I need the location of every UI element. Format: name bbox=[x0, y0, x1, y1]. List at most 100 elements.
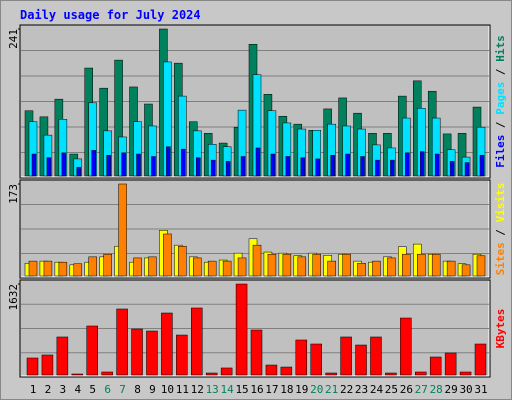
bar bbox=[133, 257, 142, 277]
bar bbox=[41, 354, 54, 376]
x-tick-label: 6 bbox=[104, 383, 111, 396]
x-tick-label: 10 bbox=[161, 383, 174, 396]
x-tick-label: 26 bbox=[400, 383, 413, 396]
bar bbox=[250, 329, 263, 376]
bar bbox=[327, 260, 336, 277]
bar bbox=[315, 158, 320, 177]
x-tick-label: 29 bbox=[445, 383, 458, 396]
bar bbox=[181, 148, 186, 177]
legend-entry: Pages bbox=[494, 82, 507, 115]
bar bbox=[446, 260, 456, 277]
x-tick-label: 17 bbox=[265, 383, 278, 396]
bar bbox=[459, 371, 472, 376]
bar bbox=[474, 343, 487, 376]
bar bbox=[131, 328, 143, 376]
bar bbox=[385, 372, 397, 376]
bar bbox=[178, 245, 187, 277]
x-tick-label: 5 bbox=[89, 383, 96, 396]
bar bbox=[220, 367, 233, 376]
x-tick-label: 13 bbox=[206, 383, 219, 396]
bar bbox=[417, 253, 426, 277]
bar bbox=[285, 156, 291, 177]
bar bbox=[71, 373, 84, 376]
x-tick-label: 4 bbox=[74, 383, 81, 396]
bar bbox=[118, 183, 127, 277]
x-tick-label: 23 bbox=[355, 383, 368, 396]
bar bbox=[415, 371, 427, 376]
bar bbox=[136, 153, 141, 177]
bar bbox=[151, 156, 156, 177]
x-tick-label: 25 bbox=[385, 383, 398, 396]
bar bbox=[73, 263, 83, 277]
bar bbox=[280, 366, 293, 376]
x-tick-label: 15 bbox=[235, 383, 248, 396]
bar bbox=[166, 146, 171, 177]
bar bbox=[237, 257, 247, 277]
bar bbox=[161, 312, 173, 376]
x-tick-label: 3 bbox=[60, 383, 67, 396]
x-tick-label: 21 bbox=[325, 383, 338, 396]
y-tick-label: 1632 bbox=[7, 284, 20, 311]
bar bbox=[61, 152, 67, 177]
x-tick-label: 14 bbox=[221, 383, 235, 396]
chart-title: Daily usage for July 2024 bbox=[20, 8, 201, 22]
legend: Files / Pages / Hits bbox=[494, 35, 507, 168]
x-tick-label: 18 bbox=[280, 383, 293, 396]
bar bbox=[225, 161, 231, 177]
panel-bevel bbox=[21, 281, 490, 377]
bar bbox=[101, 371, 113, 376]
legend: KBytes bbox=[494, 309, 507, 349]
x-tick-label: 1 bbox=[30, 383, 37, 396]
bar bbox=[429, 356, 442, 376]
bar bbox=[235, 283, 248, 376]
panel-bevel bbox=[21, 181, 490, 278]
x-tick-label: 2 bbox=[45, 383, 52, 396]
bar bbox=[342, 253, 351, 277]
bar bbox=[312, 253, 321, 277]
bar bbox=[28, 260, 38, 277]
bar bbox=[191, 307, 203, 376]
bar bbox=[267, 253, 277, 277]
legend-entry: KBytes bbox=[494, 309, 507, 349]
x-tick-label: 9 bbox=[149, 383, 156, 396]
bar bbox=[282, 253, 292, 277]
bar bbox=[163, 233, 172, 277]
bar bbox=[193, 257, 202, 277]
bar bbox=[205, 372, 218, 376]
bar bbox=[106, 155, 111, 177]
y-tick-label: 241 bbox=[7, 29, 20, 49]
bar bbox=[43, 260, 53, 277]
bar bbox=[434, 153, 440, 177]
bar bbox=[420, 151, 425, 177]
bar bbox=[387, 257, 396, 277]
bar bbox=[355, 344, 367, 376]
bar bbox=[240, 156, 246, 177]
bar bbox=[222, 260, 232, 277]
x-tick-label: 31 bbox=[474, 383, 487, 396]
bar bbox=[255, 147, 261, 177]
bar bbox=[210, 159, 216, 177]
bar bbox=[464, 162, 470, 177]
bar bbox=[310, 343, 322, 376]
legend-separator: / bbox=[494, 115, 507, 135]
bar bbox=[375, 159, 380, 177]
bar bbox=[345, 153, 350, 177]
bar bbox=[390, 159, 395, 177]
x-tick-label: 30 bbox=[459, 383, 472, 396]
bar bbox=[405, 152, 410, 177]
bar bbox=[58, 261, 68, 277]
bar bbox=[26, 357, 39, 376]
bar bbox=[207, 260, 217, 277]
bar bbox=[265, 364, 278, 376]
bar bbox=[295, 339, 308, 376]
legend: Sites / Visits bbox=[494, 183, 507, 276]
legend-separator: / bbox=[494, 62, 507, 82]
x-tick-label: 20 bbox=[310, 383, 323, 396]
legend-entry: Visits bbox=[494, 183, 507, 223]
bar bbox=[476, 255, 486, 277]
bar bbox=[91, 150, 96, 177]
bar bbox=[444, 352, 457, 376]
legend-entry: Hits bbox=[494, 35, 507, 62]
bar bbox=[196, 157, 201, 177]
